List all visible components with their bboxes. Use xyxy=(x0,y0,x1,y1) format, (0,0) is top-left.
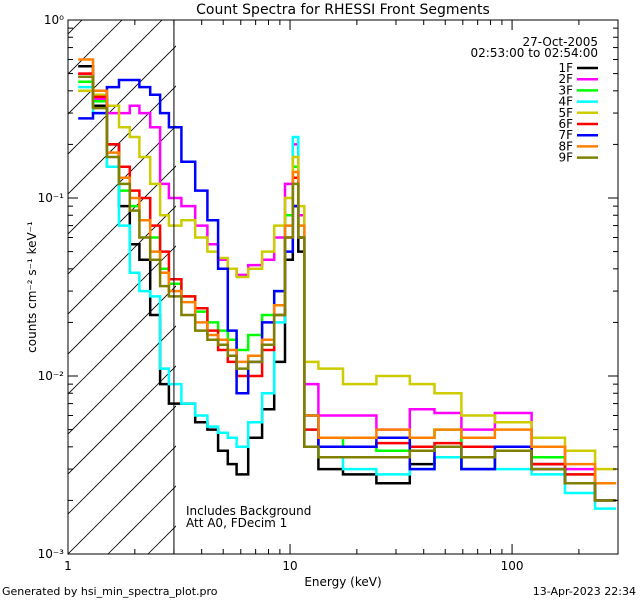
x-tick-label: 10 xyxy=(282,559,297,573)
x-tick-label: 100 xyxy=(501,559,524,573)
plot-frame xyxy=(67,19,619,555)
y-axis-label: counts cm⁻² s⁻¹ keV⁻¹ xyxy=(25,221,39,353)
legend-label-2F: 2F xyxy=(558,72,573,86)
legend-label-3F: 3F xyxy=(558,83,573,97)
legend-label-9F: 9F xyxy=(558,151,573,165)
legend-time-range: 02:53:00 to 02:54:00 xyxy=(471,46,598,60)
hatch-line xyxy=(68,325,176,435)
hatch-line xyxy=(68,205,176,315)
series-9F xyxy=(78,75,617,502)
series-5F xyxy=(78,89,617,471)
hatch-line xyxy=(68,405,176,515)
hatch-line xyxy=(68,165,176,275)
hatch-line xyxy=(68,445,176,554)
legend-label-6F: 6F xyxy=(558,117,573,131)
hatched-region xyxy=(68,0,640,554)
hatch-line xyxy=(68,20,83,35)
x-tick-label: 1 xyxy=(64,559,72,573)
legend-label-7F: 7F xyxy=(558,128,573,142)
x-axis-label: Energy (keV) xyxy=(304,575,381,589)
footer-generated-by: Generated by hsi_min_spectra_plot.pro xyxy=(2,585,218,598)
legend-label-5F: 5F xyxy=(558,106,573,120)
footer-timestamp: 13-Apr-2023 22:34 xyxy=(532,585,636,598)
series-group xyxy=(78,58,617,510)
legend-label-1F: 1F xyxy=(558,61,573,75)
axis-ticks xyxy=(67,19,619,555)
hatch-line xyxy=(68,85,176,195)
annotation-background: Includes Background xyxy=(186,504,311,518)
y-tick-label: 10⁻² xyxy=(38,369,65,383)
legend-date: 27-Oct-2005 xyxy=(522,35,598,49)
hatch-line xyxy=(68,245,176,355)
legend-label-8F: 8F xyxy=(558,139,573,153)
hatch-line xyxy=(68,20,163,115)
legend-label-4F: 4F xyxy=(558,95,573,109)
y-tick-label: 10⁻¹ xyxy=(38,191,65,205)
annotation-attenuator: Att A0, FDecim 1 xyxy=(186,516,287,530)
y-tick-label: 10⁰ xyxy=(44,13,64,27)
hatch-line xyxy=(68,285,176,395)
hatch-line xyxy=(228,0,640,554)
chart-title: Count Spectra for RHESSI Front Segments xyxy=(196,2,490,18)
y-tick-label: 10⁻³ xyxy=(38,547,65,561)
hatch-line xyxy=(68,45,176,155)
hatch-line xyxy=(68,20,123,75)
hatch-line xyxy=(68,365,176,475)
